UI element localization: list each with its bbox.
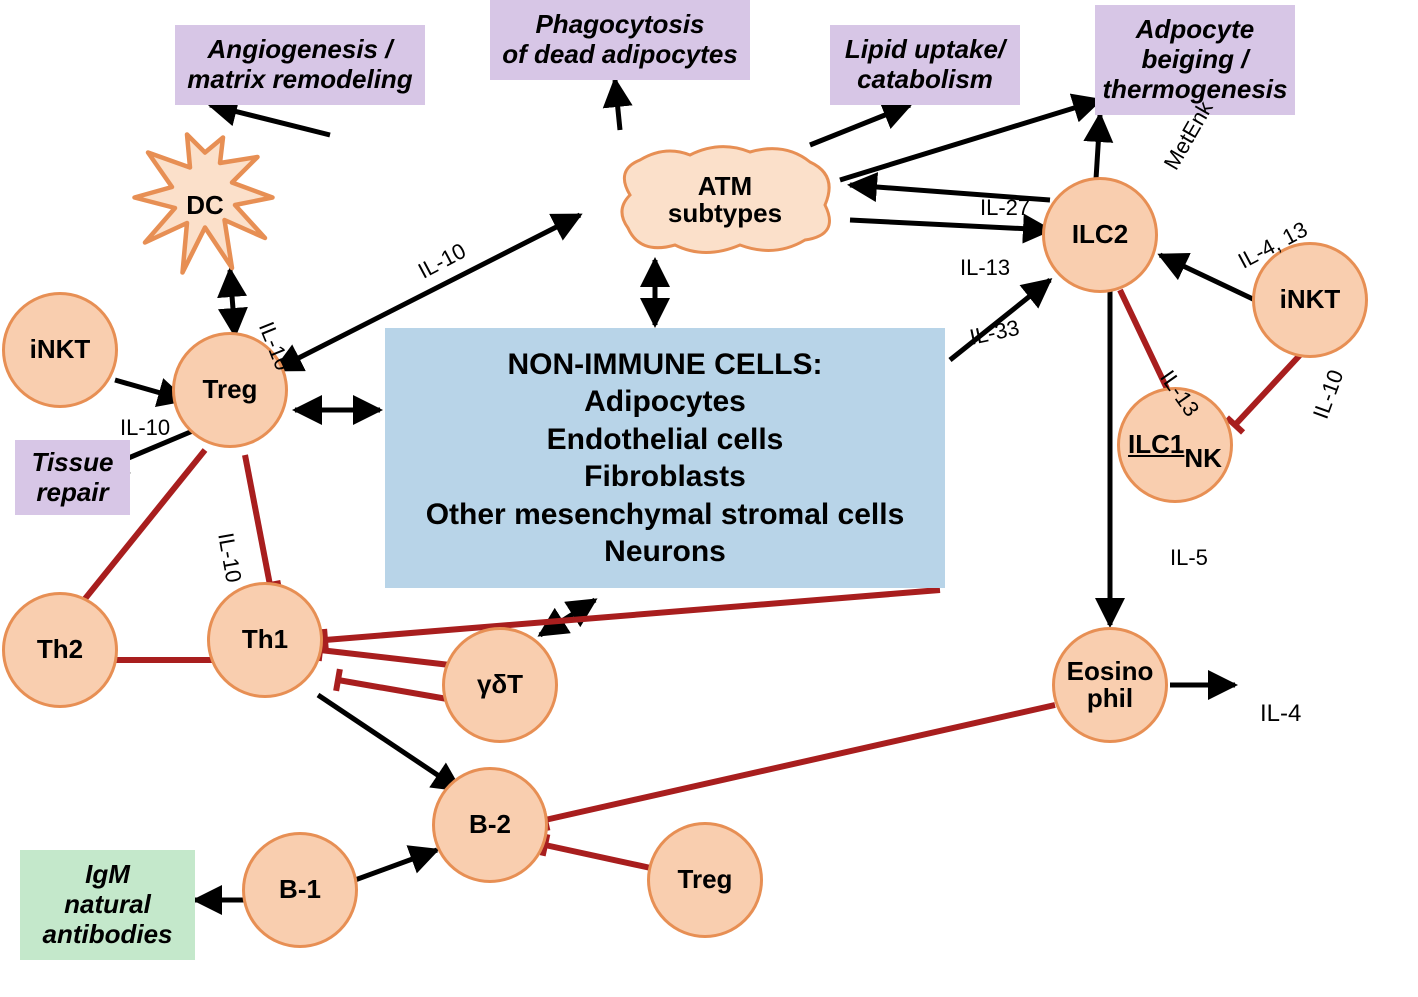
center-line: Adipocytes — [584, 383, 746, 421]
edge-label-l_il10_ilc1: IL-10 — [1308, 366, 1350, 422]
edge-black — [810, 105, 910, 145]
function-box-lipid: Lipid uptake/ catabolism — [830, 25, 1020, 105]
cell-gdt: γδT — [442, 627, 558, 743]
edge-label-l_il4_eos: IL-4 — [1260, 700, 1301, 728]
edge-label-l_il10_treg_th1: IL-10 — [212, 531, 246, 585]
cell-b1: B-1 — [242, 832, 358, 948]
edge-label-l_il27: IL-27 — [980, 195, 1030, 221]
edge-red-tbar — [324, 629, 326, 651]
function-box-phago: Phagocytosis of dead adipocytes — [490, 0, 750, 80]
edge-black — [355, 850, 437, 880]
edge-label-l_il33: IL-33 — [967, 315, 1021, 351]
edge-black — [615, 80, 620, 130]
edge-red — [1235, 355, 1300, 425]
center-line: Fibroblasts — [584, 458, 746, 496]
diagram-stage: DC ATMsubtypes NON-IMMUNE CELLS:Adipocytes… — [0, 0, 1418, 997]
cell-atm-label: ATMsubtypes — [610, 140, 840, 260]
edge-black — [850, 220, 1050, 230]
function-box-repair: Tissue repair — [15, 440, 130, 515]
edge-label-l_il10_treg_atm: IL-10 — [414, 238, 470, 285]
cell-inkt_l: iNKT — [2, 292, 118, 408]
edge-black — [840, 100, 1100, 180]
function-box-igm: IgM natural antibodies — [20, 850, 195, 960]
cell-atm: ATMsubtypes — [610, 140, 840, 260]
edge-red-tbar — [336, 669, 340, 691]
edge-red — [245, 455, 270, 585]
center-line: Endothelial cells — [547, 421, 784, 459]
edge-label-l_il5: IL-5 — [1170, 545, 1208, 571]
center-line: Neurons — [604, 533, 726, 571]
cell-th1: Th1 — [207, 582, 323, 698]
center-line: Other mesenchymal stromal cells — [426, 496, 905, 534]
cell-b2: B-2 — [432, 767, 548, 883]
edge-red — [325, 590, 940, 640]
cell-treg2: Treg — [647, 822, 763, 938]
edge-red — [545, 845, 660, 870]
center-title: NON-IMMUNE CELLS: — [508, 346, 823, 384]
edge-red — [320, 650, 450, 665]
function-box-angio: Angiogenesis / matrix remodeling — [175, 25, 425, 105]
cell-ilc2: ILC2 — [1042, 177, 1158, 293]
cell-dc: DC — [130, 130, 280, 280]
cell-th2: Th2 — [2, 592, 118, 708]
edge-label-l_il13_atm: IL-13 — [960, 255, 1010, 281]
cell-dc-label: DC — [130, 130, 280, 280]
cell-eosino: Eosino phil — [1052, 627, 1168, 743]
center-nonimmune-box: NON-IMMUNE CELLS:AdipocytesEndothelial c… — [385, 328, 945, 588]
edge-label-l_il10_inkt_treg: IL-10 — [120, 415, 170, 441]
edge-red — [545, 705, 1055, 820]
edge-black — [318, 695, 460, 790]
edge-black — [540, 600, 595, 635]
edge-red — [338, 680, 453, 700]
